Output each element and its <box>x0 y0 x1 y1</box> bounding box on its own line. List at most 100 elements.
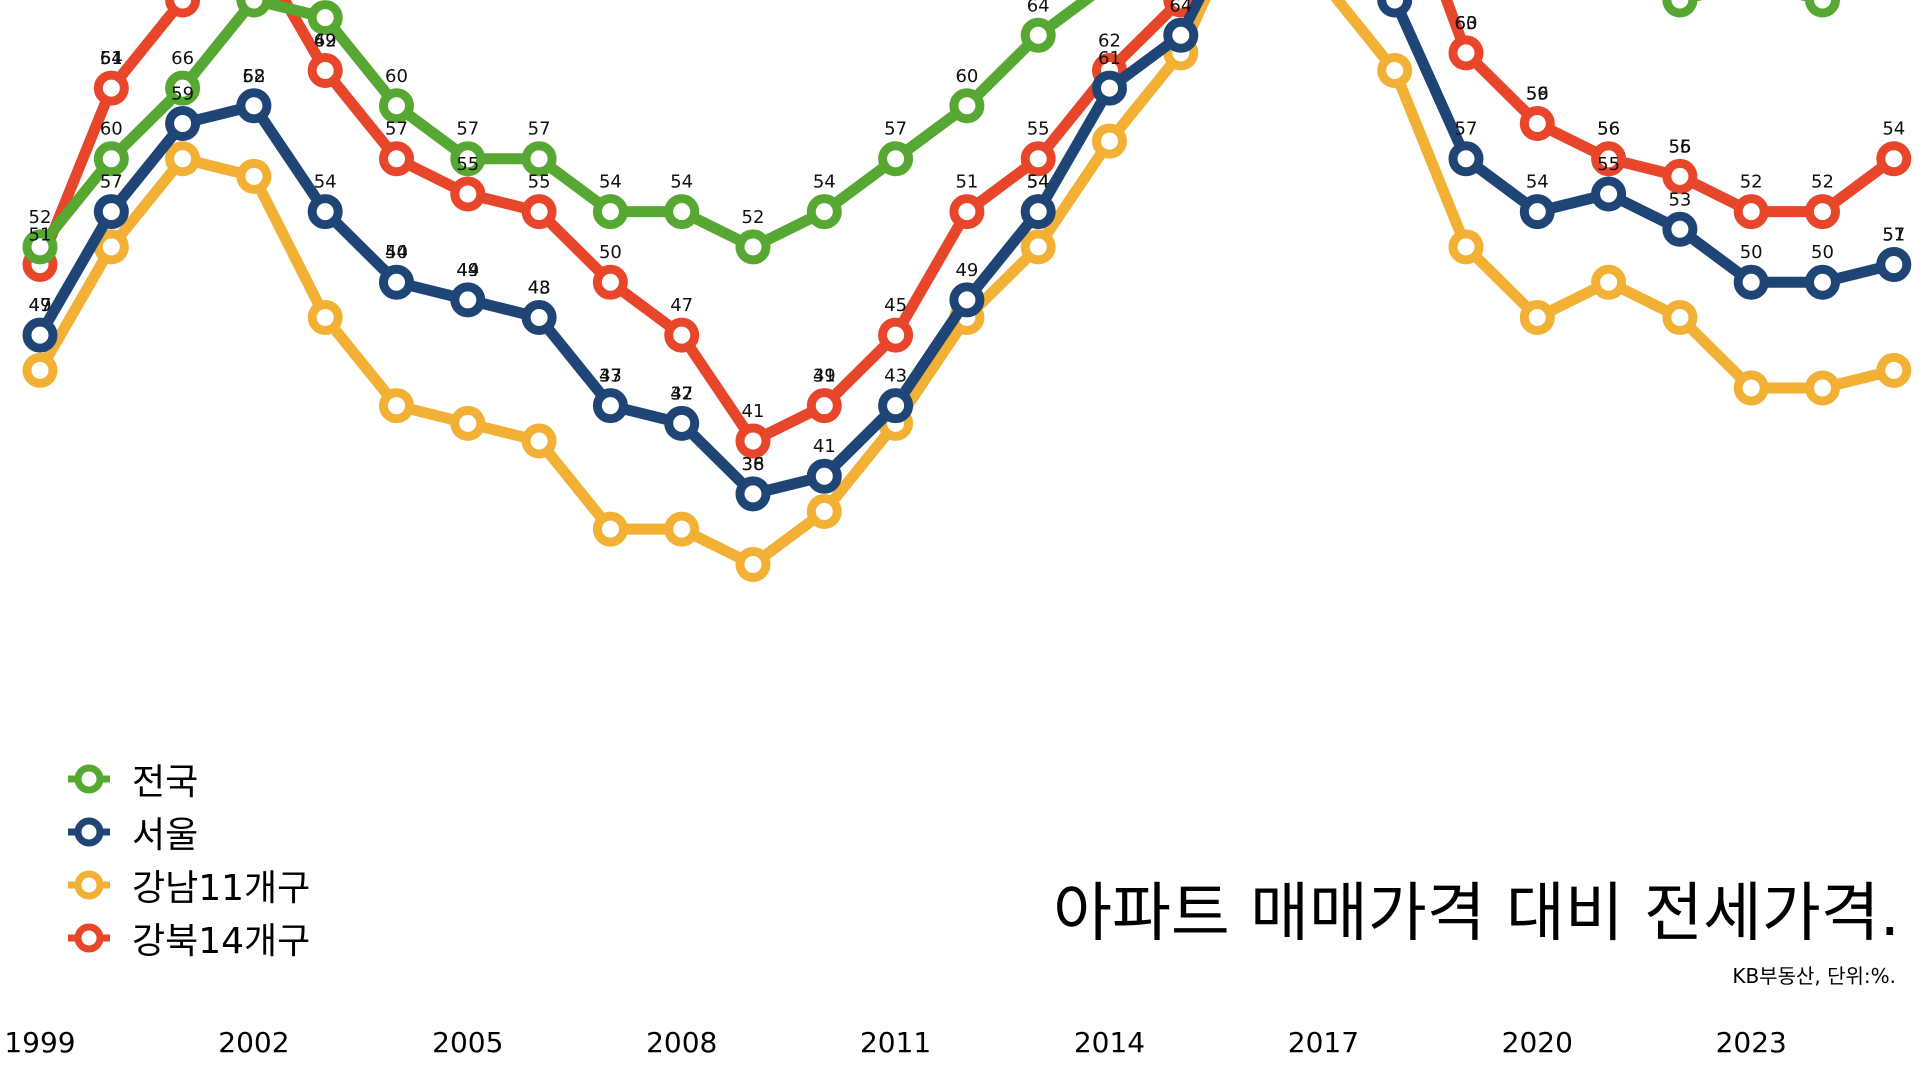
data-label-seoul: 54 <box>1526 172 1549 193</box>
data-point-gangnam <box>1377 53 1413 89</box>
data-label-gangbuk: 56 <box>1597 119 1620 140</box>
data-label-seoul: 41 <box>813 436 836 457</box>
data-label-gangbuk: 55 <box>528 172 551 193</box>
data-point-gangnam <box>1519 299 1555 335</box>
data-label-seoul: 44 <box>385 242 408 263</box>
data-point-national <box>1020 17 1056 53</box>
data-label-national: 60 <box>385 66 408 87</box>
data-point-seoul <box>735 476 771 512</box>
legend-item-gangnam: 강남11개구 <box>66 858 310 911</box>
data-point-national <box>307 0 343 36</box>
x-tick-label: 2002 <box>218 1026 289 1059</box>
data-point-seoul <box>1591 176 1627 212</box>
data-label-national: 57 <box>528 119 551 140</box>
data-point-gangnam <box>1876 352 1912 388</box>
data-label-seoul: 50 <box>1740 242 1763 263</box>
legend-item-national: 전국 <box>66 752 310 805</box>
data-label-national: 52 <box>742 207 765 228</box>
data-label-seoul: 55 <box>1597 154 1620 175</box>
data-point-gangnam <box>165 141 201 177</box>
data-point-seoul <box>307 194 343 230</box>
data-label-seoul: 57 <box>100 172 123 193</box>
data-label-seoul: 51 <box>1882 225 1905 246</box>
data-label-seoul: 36 <box>742 454 765 475</box>
x-tick-label: 2023 <box>1716 1026 1787 1059</box>
data-point-national <box>1805 0 1840 18</box>
data-label-seoul: 38 <box>742 454 765 475</box>
data-label-gangbuk: 39 <box>813 366 836 387</box>
data-point-gangnam <box>592 511 628 547</box>
legend-label-gangnam: 강남11개구 <box>132 867 311 909</box>
data-point-gangnam <box>307 299 343 335</box>
data-label-gangbuk: 62 <box>1098 31 1121 52</box>
data-label-gangbuk: 41 <box>742 401 765 422</box>
data-label-gangbuk: 55 <box>1027 119 1050 140</box>
data-point-gangbuk <box>664 317 700 353</box>
data-point-seoul <box>1163 17 1199 53</box>
source-note: KB부동산, 단위:%. <box>1732 964 1896 988</box>
data-point-national <box>93 141 129 177</box>
legend: 전국 서울 강남11개구 강북14개구 <box>66 752 310 964</box>
data-point-gangnam <box>1092 123 1127 159</box>
data-label-seoul: 43 <box>884 366 907 387</box>
data-point-national <box>165 70 201 106</box>
data-point-seoul <box>1448 141 1484 177</box>
data-point-gangnam <box>379 388 414 424</box>
data-point-gangnam <box>521 423 557 459</box>
data-label-gangbuk: 47 <box>670 295 693 316</box>
x-tick-label: 2008 <box>646 1026 717 1059</box>
data-point-gangbuk <box>307 53 343 89</box>
data-label-national: 66 <box>171 48 194 69</box>
data-point-gangbuk <box>1662 158 1698 194</box>
data-point-gangbuk <box>521 194 557 230</box>
data-label-gangbuk: 51 <box>29 225 52 246</box>
data-point-gangbuk <box>878 317 914 353</box>
series-layer <box>22 0 1912 582</box>
data-point-seoul <box>1876 247 1912 283</box>
data-point-seoul <box>1020 194 1056 230</box>
data-point-gangnam <box>450 405 486 441</box>
data-point-gangbuk <box>93 70 129 106</box>
data-point-seoul <box>450 282 486 318</box>
legend-item-gangbuk: 강북14개구 <box>66 911 310 964</box>
data-point-gangnam <box>236 158 272 194</box>
data-label-national: 57 <box>884 119 907 140</box>
data-point-seoul <box>236 88 272 124</box>
data-label-gangbuk: 54 <box>1882 119 1905 140</box>
data-point-seoul <box>1805 264 1840 300</box>
data-point-national <box>806 194 842 230</box>
data-point-seoul <box>806 458 842 494</box>
data-point-gangbuk <box>1805 194 1840 230</box>
data-point-gangnam <box>1020 229 1056 265</box>
data-label-gangbuk: 52 <box>1811 172 1834 193</box>
legend-marker-gangbuk <box>68 923 110 952</box>
data-label-gangbuk: 62 <box>314 31 337 52</box>
data-point-gangnam <box>93 229 129 265</box>
x-tick-label: 1999 <box>4 1026 75 1059</box>
data-point-gangnam <box>1591 264 1627 300</box>
data-point-national <box>878 141 914 177</box>
data-label-seoul: 54 <box>1027 172 1050 193</box>
data-label-gangbuk: 51 <box>955 172 978 193</box>
data-label-gangbuk: 56 <box>1668 136 1691 157</box>
data-label-national: 54 <box>670 172 693 193</box>
data-point-gangbuk <box>1448 35 1484 71</box>
data-point-gangbuk <box>1519 105 1555 141</box>
data-point-gangnam <box>1805 370 1840 406</box>
data-point-national <box>236 0 272 18</box>
data-point-seoul <box>1377 0 1413 18</box>
data-point-national <box>450 141 486 177</box>
data-point-gangnam <box>22 352 58 388</box>
data-label-gangbuk: 61 <box>100 48 123 69</box>
data-label-gangbuk: 54 <box>100 48 123 69</box>
data-point-gangbuk <box>949 194 985 230</box>
data-point-gangbuk <box>806 388 842 424</box>
data-point-seoul <box>521 299 557 335</box>
data-label-seoul: 64 <box>1169 0 1192 16</box>
x-tick-label: 2020 <box>1502 1026 1573 1059</box>
data-point-gangbuk <box>1163 0 1199 18</box>
data-label-seoul: 44 <box>456 260 479 281</box>
data-label-seoul: 61 <box>1098 48 1121 69</box>
data-label-gangbuk: 52 <box>1740 172 1763 193</box>
